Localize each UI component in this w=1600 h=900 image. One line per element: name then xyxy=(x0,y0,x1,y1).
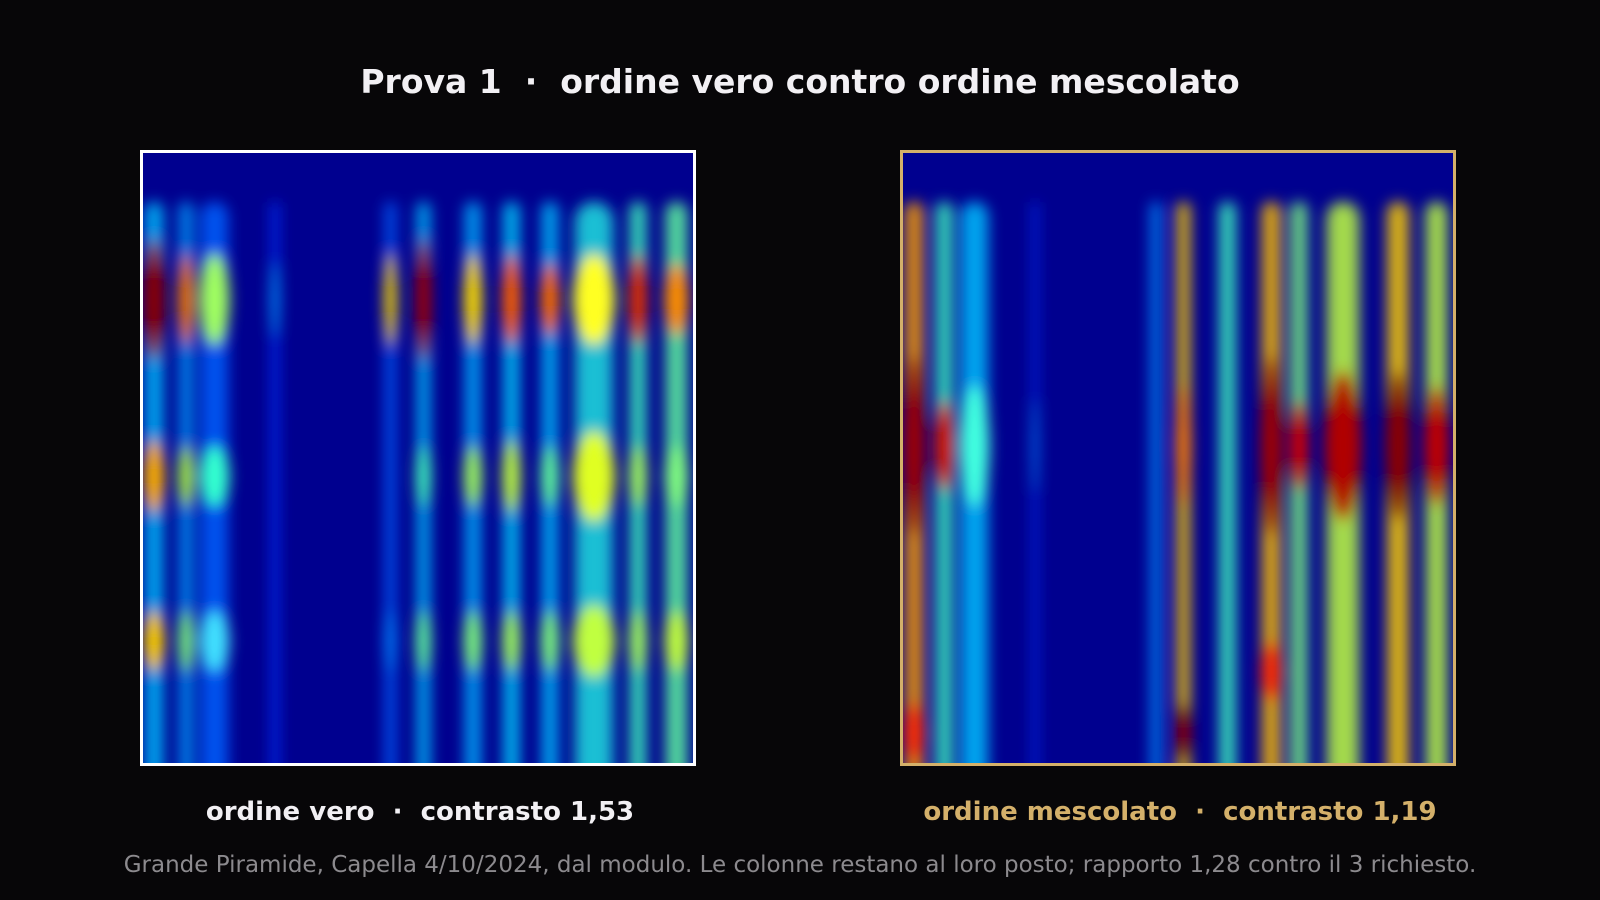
heatmap-peak xyxy=(463,610,483,672)
heatmap-peak xyxy=(959,384,990,507)
heatmap-peak xyxy=(540,445,560,507)
heatmap-peak xyxy=(1424,384,1449,507)
heatmap-texture xyxy=(903,201,1449,763)
heatmap-peak xyxy=(664,610,689,672)
heatmap-peak xyxy=(384,610,397,672)
heatmap-peak xyxy=(1260,641,1283,702)
heatmap-peak xyxy=(628,610,648,672)
heatmap-peak xyxy=(1031,400,1039,492)
heatmap-peak xyxy=(502,610,521,672)
heatmap-peak xyxy=(572,430,616,523)
heatmap-peak xyxy=(178,253,194,346)
heatmap-peak xyxy=(935,400,954,492)
heatmap-column xyxy=(1219,201,1236,763)
heatmap-peak xyxy=(384,253,397,346)
heatmap xyxy=(903,153,1453,763)
heatmap-peak xyxy=(628,445,648,507)
heatmap-peak xyxy=(143,610,165,672)
panel-caption: ordine mescolato · contrasto 1,19 xyxy=(923,797,1437,827)
heatmap xyxy=(143,153,693,763)
heatmap-texture xyxy=(143,201,689,763)
heatmap-peak xyxy=(415,445,432,507)
slide-title: Prova 1 · ordine vero contro ordine mesc… xyxy=(360,62,1240,101)
footnote: Grande Piramide, Capella 4/10/2024, dal … xyxy=(123,852,1477,878)
heatmap-peak xyxy=(178,445,194,507)
heatmap-peak xyxy=(1385,369,1411,523)
heatmap-column xyxy=(1150,201,1162,763)
heatmap-peak xyxy=(502,439,521,513)
heatmap-peak xyxy=(502,253,521,346)
heatmap-peak xyxy=(540,262,560,336)
heatmap-peak xyxy=(143,238,165,361)
heatmap-peak xyxy=(178,610,194,672)
heatmap-peak xyxy=(1175,384,1192,507)
heatmap-peak xyxy=(664,445,689,507)
heatmap-peak xyxy=(572,604,616,678)
heatmap-peak xyxy=(540,610,560,672)
heatmap-peak xyxy=(664,262,689,336)
heatmap-peak xyxy=(1324,369,1362,523)
panel-caption: ordine vero · contrasto 1,53 xyxy=(205,797,635,827)
heatmap-peak xyxy=(199,610,230,672)
heatmap-peak xyxy=(903,354,925,538)
heatmap-peak xyxy=(143,439,165,513)
heatmap-column xyxy=(270,201,280,763)
heatmap-peak xyxy=(1289,400,1309,492)
heatmap-panel xyxy=(900,150,1456,766)
heatmap-peak xyxy=(270,262,280,336)
heatmap-peak xyxy=(628,253,648,346)
heatmap-peak xyxy=(572,253,616,346)
heatmap-peak xyxy=(463,445,483,507)
heatmap-peak xyxy=(415,610,432,672)
heatmap-peak xyxy=(463,253,483,346)
heatmap-panel xyxy=(140,150,696,766)
heatmap-peak xyxy=(1260,354,1283,538)
heatmap-peak xyxy=(415,238,432,361)
heatmap-peak xyxy=(1175,702,1192,763)
heatmap-peak xyxy=(199,253,230,346)
heatmap-peak xyxy=(903,702,925,763)
heatmap-peak xyxy=(199,445,230,507)
